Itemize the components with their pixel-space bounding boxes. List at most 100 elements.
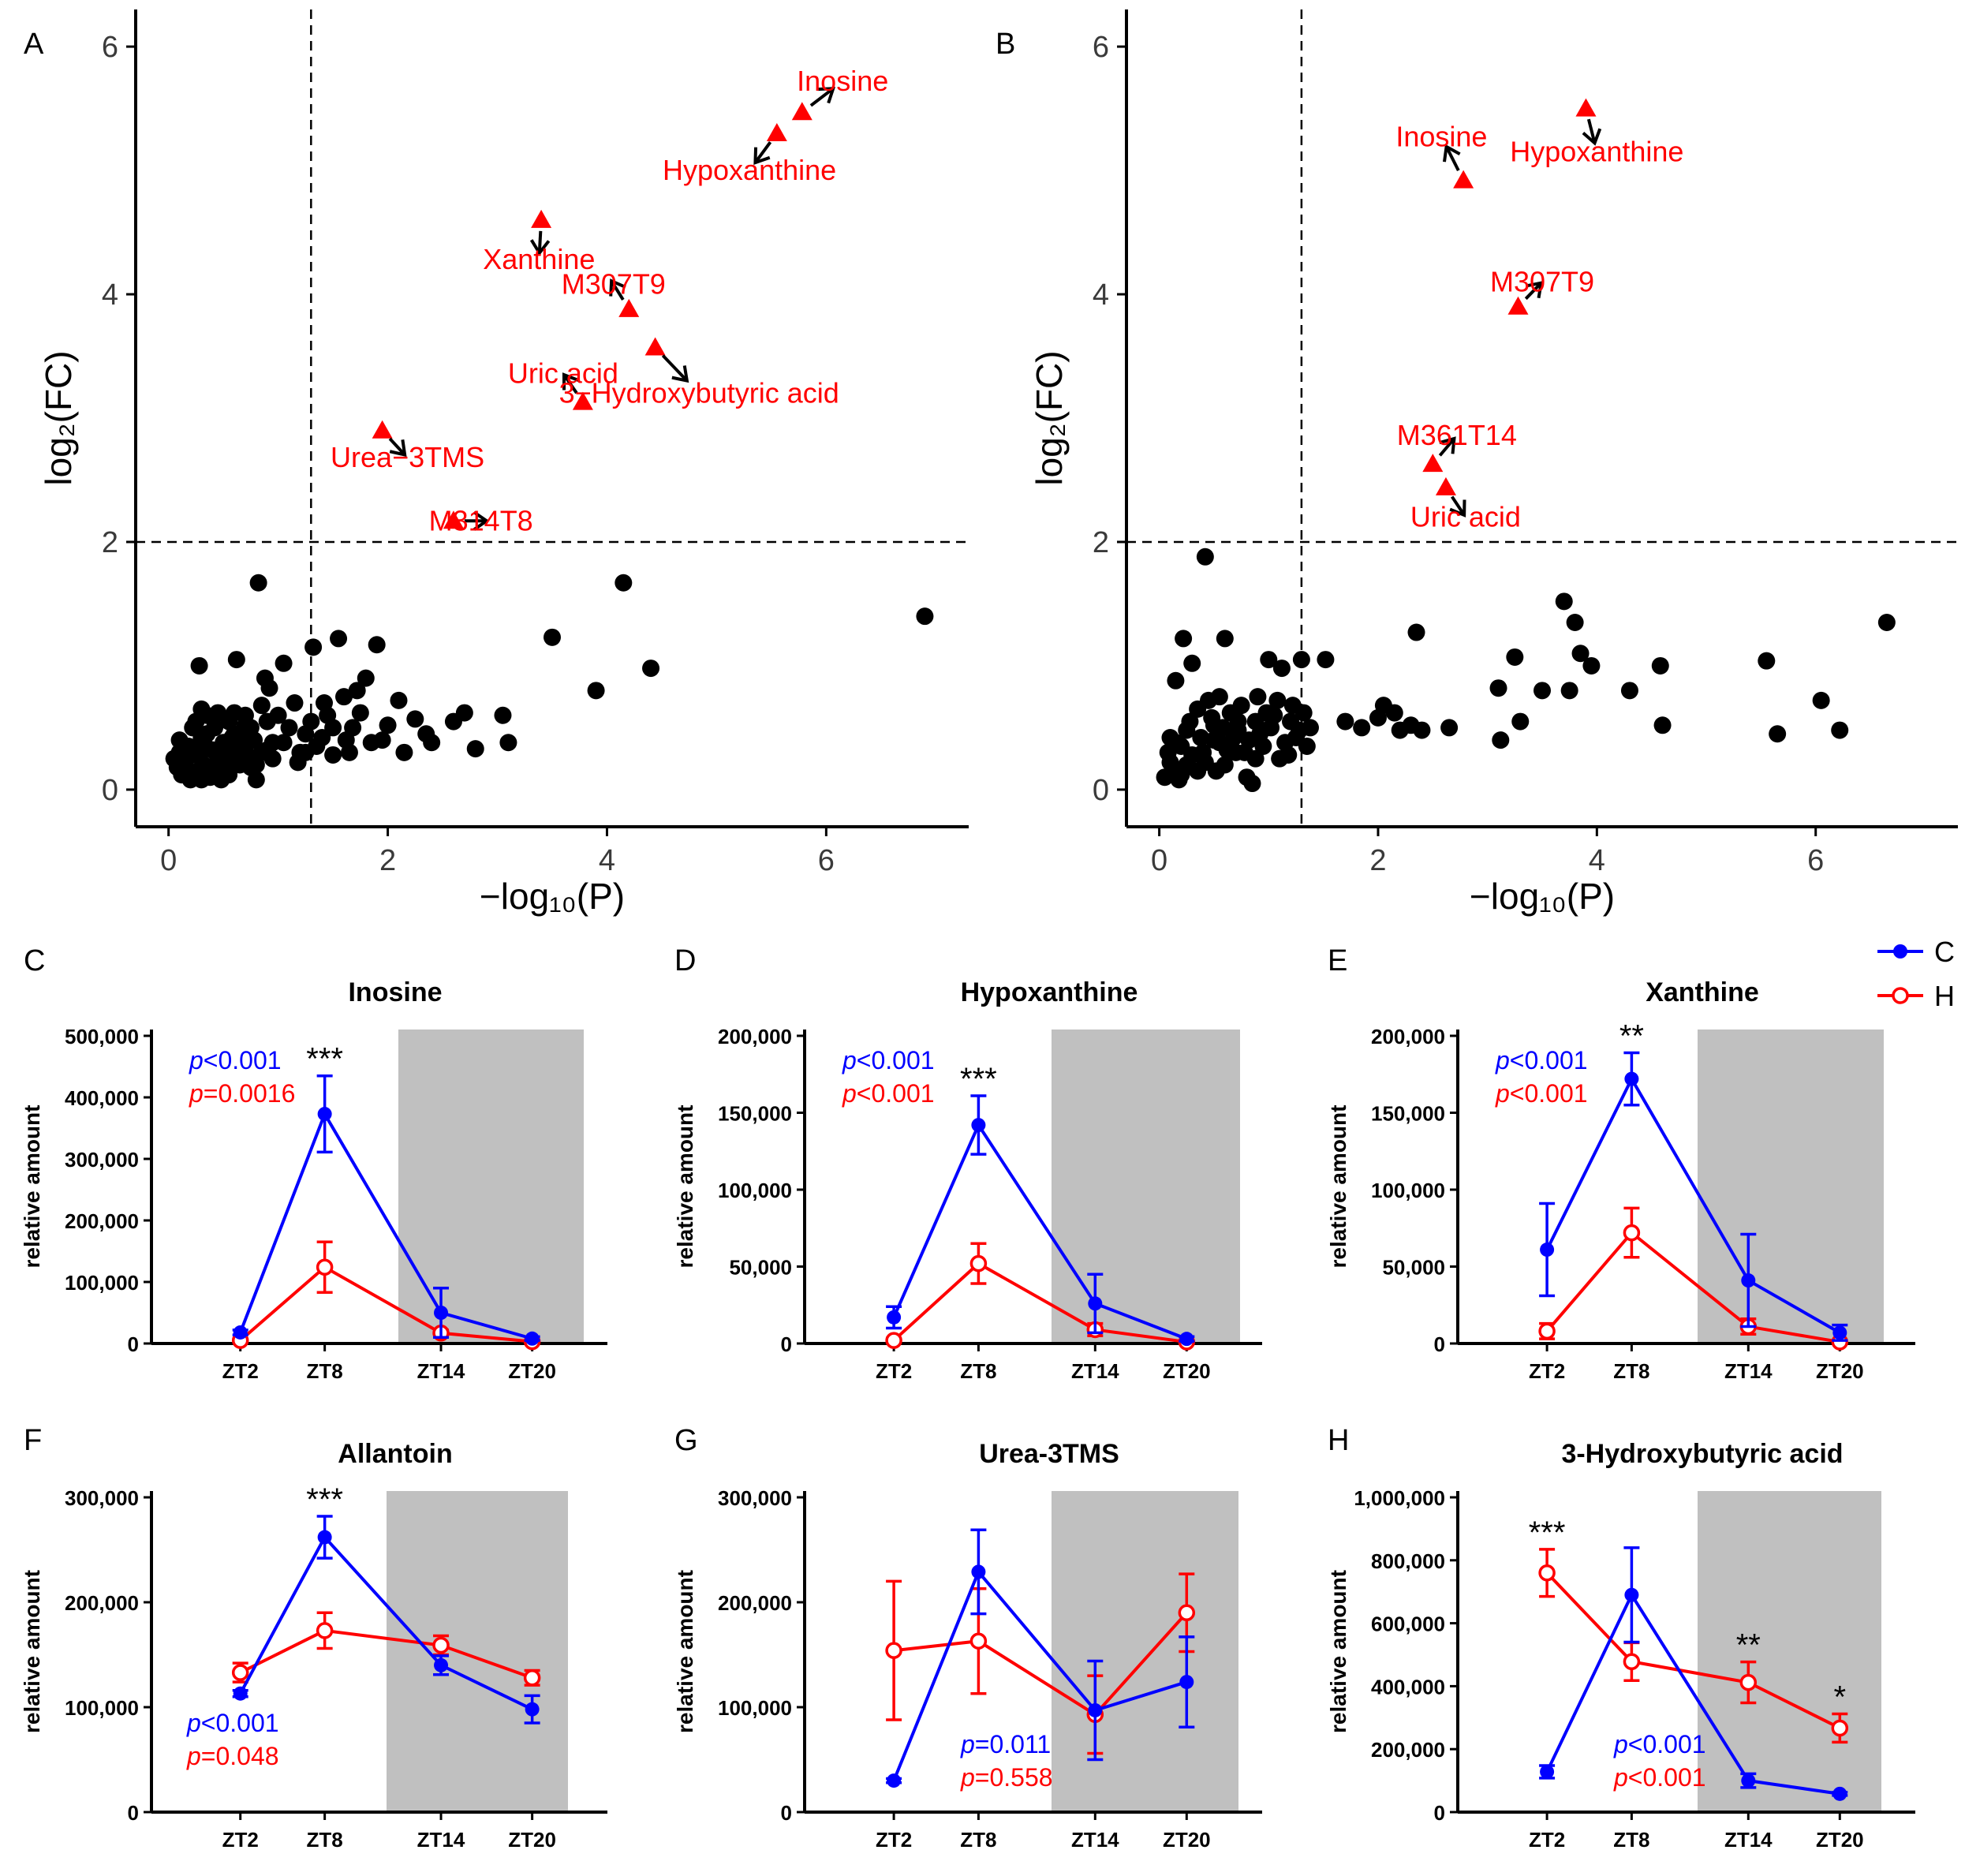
series-point-C — [233, 1686, 248, 1701]
series-point-H — [316, 1622, 334, 1639]
legend-marker-H — [1892, 987, 1909, 1004]
arrow-head — [473, 510, 490, 531]
significant-point — [1507, 296, 1529, 315]
data-point — [1167, 734, 1185, 752]
y-tick-label: 1,000,000 — [1354, 1486, 1445, 1510]
x-tick-label: 0 — [160, 844, 177, 877]
series-point-H — [1538, 1322, 1556, 1340]
data-point — [304, 638, 323, 656]
x-tick-label: 4 — [599, 844, 615, 877]
significance-stars: ** — [1736, 1628, 1761, 1663]
data-point — [1167, 671, 1185, 689]
significant-point — [644, 337, 666, 356]
y-tick-label: 800,000 — [1371, 1549, 1445, 1573]
p-value-H: p<0.001 — [1495, 1079, 1588, 1108]
series-point-C — [971, 1118, 986, 1133]
dark-phase-shade — [387, 1491, 568, 1812]
x-tick-label: ZT8 — [307, 1828, 343, 1852]
data-point — [357, 669, 375, 687]
significance-stars: *** — [960, 1062, 997, 1097]
data-point — [1620, 682, 1638, 700]
data-point — [390, 691, 408, 709]
dark-phase-shade — [1698, 1491, 1881, 1812]
data-point — [315, 694, 333, 712]
y-tick-label: 0 — [1434, 1332, 1445, 1356]
data-point — [1279, 746, 1298, 764]
data-point — [1192, 728, 1210, 746]
series-point-C — [317, 1530, 332, 1545]
data-point — [499, 734, 517, 752]
x-tick-label: ZT20 — [1816, 1828, 1864, 1852]
data-point — [1292, 651, 1310, 669]
panel-label: G — [674, 1424, 698, 1457]
arrow-head — [1442, 144, 1461, 163]
data-point — [348, 682, 366, 700]
label-arrow — [562, 373, 578, 394]
series-line-H — [892, 1261, 1187, 1344]
series-point-H — [1178, 1604, 1196, 1622]
data-point — [324, 719, 342, 737]
data-point — [247, 756, 265, 774]
x-tick-label: 4 — [1589, 844, 1605, 877]
data-point — [170, 731, 189, 749]
y-tick-label: 300,000 — [65, 1148, 139, 1172]
data-point — [1178, 721, 1196, 739]
dark-phase-shade — [398, 1030, 584, 1343]
data-point — [192, 771, 211, 789]
significant-label: Inosine — [797, 65, 888, 97]
x-tick-label: ZT14 — [1724, 1359, 1773, 1383]
data-point — [175, 746, 193, 764]
data-point — [1243, 775, 1261, 793]
significance-stars: *** — [306, 1042, 343, 1077]
data-point — [466, 740, 484, 758]
x-tick-label: ZT2 — [876, 1359, 912, 1383]
data-point — [1232, 697, 1250, 715]
series-point-C — [887, 1310, 902, 1325]
data-point — [1268, 691, 1287, 709]
significant-point — [766, 122, 787, 141]
data-point — [179, 766, 197, 784]
series-line-C — [892, 1121, 1188, 1341]
data-point — [1758, 652, 1776, 670]
panel-label: A — [24, 28, 44, 61]
series-point-C — [525, 1331, 540, 1346]
arrow-head — [1582, 128, 1602, 146]
y-tick-label: 100,000 — [718, 1696, 792, 1720]
data-point — [395, 743, 413, 761]
y-tick-label: 200,000 — [718, 1591, 792, 1615]
data-point — [269, 706, 287, 724]
significant-point — [1422, 454, 1444, 473]
data-point — [1571, 645, 1590, 663]
y-tick-label: 200,000 — [1371, 1025, 1445, 1048]
series-point-C — [1540, 1764, 1555, 1779]
y-axis-label: relative amount — [673, 1570, 697, 1733]
chart-title: Allantoin — [338, 1439, 452, 1469]
data-point — [423, 734, 441, 752]
series-point-C — [1741, 1273, 1756, 1288]
data-point — [544, 628, 561, 646]
label-arrow — [537, 230, 543, 253]
p-value-C: p<0.001 — [189, 1046, 282, 1074]
x-tick-label: ZT14 — [1071, 1359, 1119, 1383]
significant-point — [531, 209, 552, 228]
significant-point — [443, 510, 464, 529]
panel-label: F — [24, 1424, 42, 1457]
arrow-head — [671, 365, 689, 383]
arrow-head — [1439, 436, 1456, 454]
series-point-H — [885, 1642, 902, 1659]
label-arrow — [661, 354, 689, 382]
data-point — [916, 607, 934, 626]
y-tick-label: 200,000 — [718, 1025, 792, 1048]
volcano-plot-b: B 0 2 4 6 0 2 4 6 −log₁₀(P) log₂(FC) Hypoxanthine In… — [996, 9, 1958, 917]
data-point — [1653, 716, 1672, 734]
series-point-H — [1739, 1673, 1758, 1691]
label-arrow — [1444, 146, 1460, 172]
series-point-H — [1623, 1653, 1641, 1671]
x-tick-label: ZT2 — [1529, 1359, 1565, 1383]
series-point-C — [1741, 1773, 1756, 1788]
label-arrow — [1451, 495, 1466, 517]
data-point — [286, 694, 304, 712]
significant-point — [372, 420, 393, 439]
y-tick-label: 2 — [1093, 526, 1109, 559]
panel-label: E — [1328, 944, 1347, 977]
